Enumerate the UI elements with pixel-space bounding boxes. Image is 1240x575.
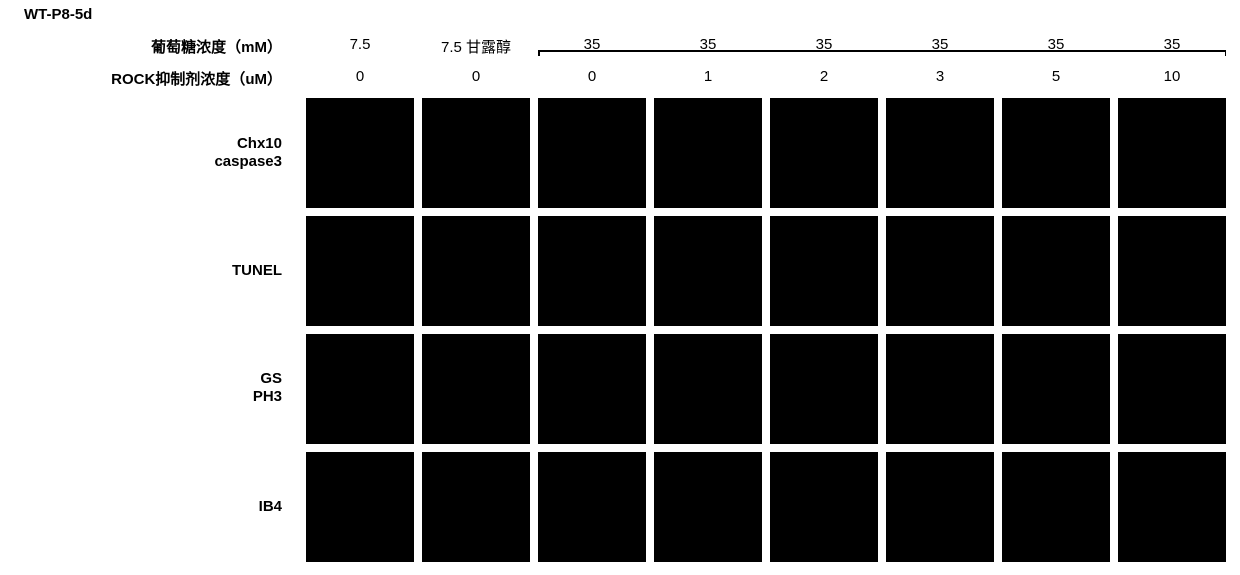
microscopy-panel — [770, 334, 878, 444]
microscopy-panel — [538, 334, 646, 444]
microscopy-panel — [306, 452, 414, 562]
microscopy-panel — [422, 452, 530, 562]
microscopy-panel — [886, 216, 994, 326]
microscopy-panel — [654, 98, 762, 208]
bracket-tick-right — [1225, 50, 1227, 56]
microscopy-panel — [770, 452, 878, 562]
row-label: PH3 — [82, 388, 282, 405]
microscopy-panel — [306, 98, 414, 208]
col-header-rock: 2 — [770, 68, 878, 85]
microscopy-panel — [886, 452, 994, 562]
header-row-label: 葡萄糖浓度（mM） — [82, 36, 282, 57]
row-label: IB4 — [82, 498, 282, 515]
microscopy-panel — [1118, 334, 1226, 444]
microscopy-panel — [1002, 216, 1110, 326]
row-label: TUNEL — [82, 262, 282, 279]
header-row-label: ROCK抑制剂浓度（uM） — [82, 68, 282, 89]
microscopy-panel — [886, 98, 994, 208]
microscopy-panel — [1002, 334, 1110, 444]
microscopy-panel — [1118, 452, 1226, 562]
col-header-glucose: 7.5 — [306, 36, 414, 53]
col-header-rock: 5 — [1002, 68, 1110, 85]
microscopy-panel — [538, 98, 646, 208]
row-label: Chx10 — [82, 135, 282, 152]
bracket-horizontal — [538, 50, 1226, 52]
figure-title: WT-P8-5d — [24, 6, 92, 23]
microscopy-panel — [538, 216, 646, 326]
microscopy-panel — [654, 334, 762, 444]
microscopy-panel — [770, 98, 878, 208]
microscopy-panel — [770, 216, 878, 326]
microscopy-panel — [654, 452, 762, 562]
col-header-rock: 3 — [886, 68, 994, 85]
microscopy-panel — [538, 452, 646, 562]
row-label: caspase3 — [82, 153, 282, 170]
microscopy-panel — [886, 334, 994, 444]
microscopy-panel — [654, 216, 762, 326]
microscopy-panel — [1002, 98, 1110, 208]
col-header-glucose: 7.5 甘露醇 — [422, 36, 530, 57]
row-label: GS — [82, 370, 282, 387]
microscopy-panel — [422, 334, 530, 444]
microscopy-panel — [1002, 452, 1110, 562]
microscopy-panel — [422, 98, 530, 208]
microscopy-panel — [422, 216, 530, 326]
microscopy-panel — [1118, 98, 1226, 208]
bracket-tick-left — [538, 50, 540, 56]
col-header-rock: 10 — [1118, 68, 1226, 85]
microscopy-panel — [306, 334, 414, 444]
microscopy-panel — [1118, 216, 1226, 326]
col-header-rock: 1 — [654, 68, 762, 85]
col-header-rock: 0 — [538, 68, 646, 85]
col-header-rock: 0 — [422, 68, 530, 85]
col-header-rock: 0 — [306, 68, 414, 85]
microscopy-panel — [306, 216, 414, 326]
